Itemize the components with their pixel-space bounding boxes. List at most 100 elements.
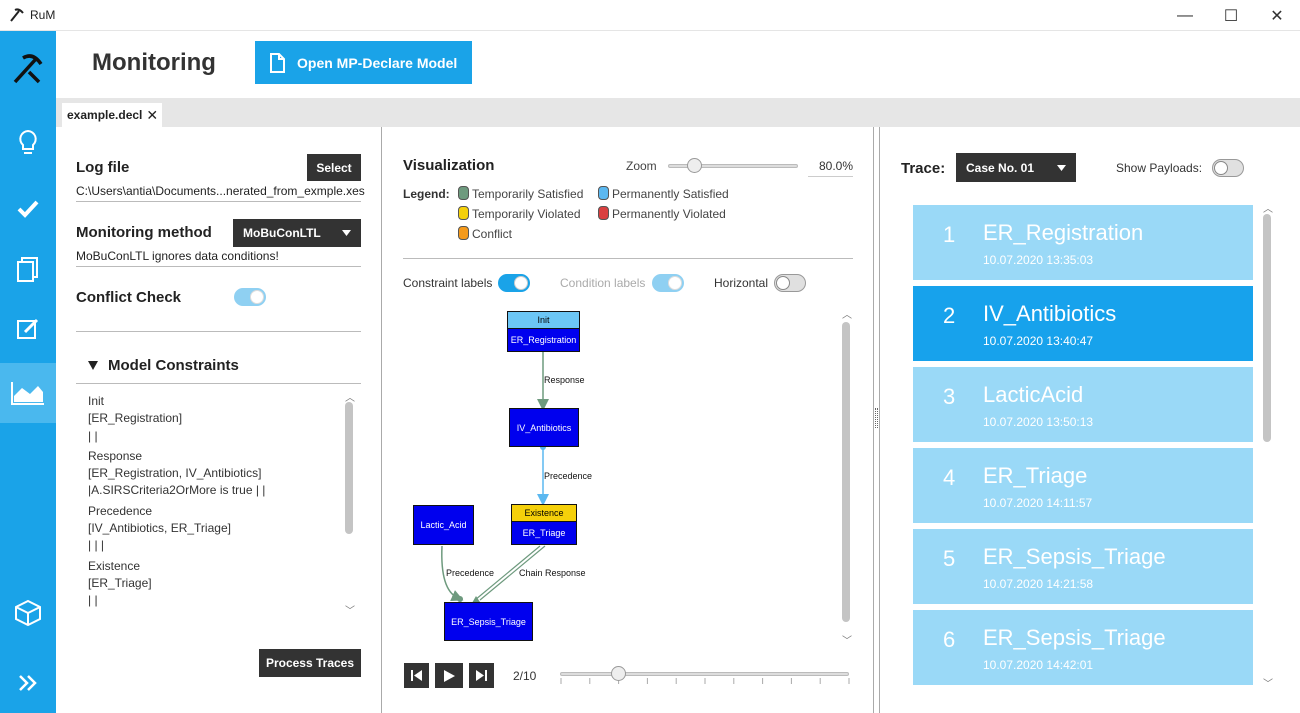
app-logo-icon xyxy=(10,8,24,22)
trace-event-index: 2 xyxy=(943,303,956,328)
trace-dropdown[interactable]: Case No. 01 xyxy=(956,153,1076,182)
edge-label-precedence-2: Precedence xyxy=(446,568,495,578)
divider xyxy=(76,266,361,267)
area-chart-icon[interactable] xyxy=(0,363,56,423)
log-file-path: C:\Users\antia\Documents...nerated_from_… xyxy=(76,184,365,198)
trace-event-item[interactable]: 6 ER_Sepsis_Triage 10.07.2020 14:42:01 xyxy=(913,610,1253,685)
tab-close-icon[interactable]: ✕ xyxy=(146,106,159,123)
monitoring-method-value: MoBuConLTL xyxy=(243,226,321,240)
trace-scroll-down[interactable]: ﹀ xyxy=(1263,679,1273,690)
trace-event-name: ER_Sepsis_Triage xyxy=(983,544,1166,569)
process-traces-button[interactable]: Process Traces xyxy=(259,649,361,677)
collapse-triangle-icon[interactable] xyxy=(88,361,98,370)
conflict-check-toggle[interactable] xyxy=(234,288,266,306)
minimize-button[interactable]: — xyxy=(1177,6,1193,24)
node-iv-antibiotics[interactable]: IV_Antibiotics xyxy=(509,408,579,447)
maximize-button[interactable]: ☐ xyxy=(1223,7,1239,25)
trace-event-name: ER_Registration xyxy=(983,220,1144,245)
select-button[interactable]: Select xyxy=(307,154,361,181)
edge-chain-response-arrow xyxy=(472,596,480,603)
edge-chain-response xyxy=(474,545,546,601)
panel-divider xyxy=(873,127,874,713)
constraint-line: Precedence xyxy=(88,503,153,518)
node-init-header: Init xyxy=(508,312,579,329)
legend-temporarily-violated: Temporarily Violated xyxy=(472,207,581,221)
lightbulb-icon[interactable] xyxy=(0,113,56,173)
monitoring-method-dropdown[interactable]: MoBuConLTL xyxy=(233,219,361,247)
cube-icon[interactable] xyxy=(0,583,56,643)
play-button[interactable] xyxy=(435,663,463,688)
zoom-slider[interactable] xyxy=(668,164,798,168)
conflict-check-label: Conflict Check xyxy=(76,289,182,306)
zoom-value[interactable]: 80.0% xyxy=(808,157,853,177)
trace-event-item[interactable]: 1 ER_Registration 10.07.2020 13:35:03 xyxy=(913,205,1253,280)
page-header: Monitoring Open MP-Declare Model xyxy=(56,31,1300,98)
legend-dot-permanently-violated xyxy=(598,206,609,220)
constraints-scrollbar[interactable] xyxy=(345,402,353,534)
open-model-button[interactable]: Open MP-Declare Model xyxy=(255,41,472,84)
legend-permanently-violated: Permanently Violated xyxy=(612,207,726,221)
divider xyxy=(403,258,853,259)
trace-event-item[interactable]: 3 LacticAcid 10.07.2020 13:50:13 xyxy=(913,367,1253,442)
node-existence-header: Existence xyxy=(512,505,576,522)
trace-event-time: 10.07.2020 13:40:47 xyxy=(983,334,1094,348)
trace-event-item[interactable]: 5 ER_Sepsis_Triage 10.07.2020 14:21:58 xyxy=(913,529,1253,604)
trace-scrollbar[interactable] xyxy=(1263,214,1271,442)
node-lactic-acid[interactable]: Lactic_Acid xyxy=(413,505,474,545)
scroll-up-arrow[interactable]: ︿ xyxy=(345,393,355,404)
scroll-down-arrow[interactable]: ﹀ xyxy=(345,606,355,617)
horizontal-label: Horizontal xyxy=(714,276,769,290)
divider xyxy=(76,383,361,384)
edge-label-response: Response xyxy=(544,375,585,385)
document-icon xyxy=(270,52,285,73)
visualization-title: Visualization xyxy=(403,157,495,174)
graph-scroll-down[interactable]: ﹀ xyxy=(842,636,852,647)
node-label: Lactic_Acid xyxy=(420,520,467,530)
copy-icon[interactable] xyxy=(0,239,56,299)
panel-divider xyxy=(879,127,880,713)
step-slider[interactable] xyxy=(560,672,849,676)
checkmark-icon[interactable] xyxy=(0,179,56,239)
double-chevron-right-icon[interactable] xyxy=(0,653,56,713)
constraint-line: | | xyxy=(88,428,98,443)
node-er-triage[interactable]: Existence ER_Triage xyxy=(511,504,577,545)
play-icon xyxy=(443,669,455,682)
legend-conflict: Conflict xyxy=(472,227,513,241)
constraints-list: Init [ER_Registration] | | Response [ER_… xyxy=(88,393,338,613)
logo-icon[interactable] xyxy=(0,39,56,99)
trace-event-index: 3 xyxy=(943,384,956,409)
skip-back-icon xyxy=(411,670,422,681)
legend-dot-permanently-satisfied xyxy=(598,186,609,200)
show-payloads-toggle[interactable] xyxy=(1212,159,1244,177)
trace-event-name: LacticAcid xyxy=(983,382,1084,407)
trace-event-time: 10.07.2020 14:21:58 xyxy=(983,577,1094,591)
trace-label: Trace: xyxy=(901,160,946,177)
node-er-sepsis-triage[interactable]: ER_Sepsis_Triage xyxy=(444,602,533,641)
graph-scroll-up[interactable]: ︿ xyxy=(842,310,852,321)
tab-example-decl[interactable]: example.decl ✕ xyxy=(62,103,162,127)
zoom-slider-knob[interactable] xyxy=(687,158,702,173)
constraint-labels-toggle[interactable] xyxy=(498,274,530,292)
step-slider-knob[interactable] xyxy=(610,666,626,681)
edge-label-precedence: Precedence xyxy=(544,471,593,481)
legend-permanently-satisfied: Permanently Satisfied xyxy=(612,187,729,201)
log-file-label: Log file xyxy=(76,159,130,176)
node-er-registration[interactable]: Init ER_Registration xyxy=(507,311,580,352)
trace-event-item[interactable]: 4 ER_Triage 10.07.2020 14:11:57 xyxy=(913,448,1253,523)
legend-dot-temporarily-violated xyxy=(458,206,469,220)
skip-back-button[interactable] xyxy=(404,663,429,688)
divider xyxy=(76,331,361,332)
trace-event-item-selected[interactable]: 2 IV_Antibiotics 10.07.2020 13:40:47 xyxy=(913,286,1253,361)
skip-forward-button[interactable] xyxy=(469,663,494,688)
splitter-handle[interactable] xyxy=(875,408,878,428)
close-button[interactable]: ✕ xyxy=(1270,7,1284,25)
legend-temporarily-satisfied: Temporarily Satisfied xyxy=(472,187,584,201)
open-model-label: Open MP-Declare Model xyxy=(297,54,458,71)
step-counter: 2/10 xyxy=(513,669,537,683)
condition-labels-toggle[interactable] xyxy=(652,274,684,292)
trace-event-name: ER_Triage xyxy=(983,463,1088,488)
edit-icon[interactable] xyxy=(0,299,56,359)
graph-scrollbar[interactable] xyxy=(842,322,850,622)
trace-scroll-up[interactable]: ︿ xyxy=(1263,204,1273,215)
horizontal-toggle[interactable] xyxy=(774,274,806,292)
